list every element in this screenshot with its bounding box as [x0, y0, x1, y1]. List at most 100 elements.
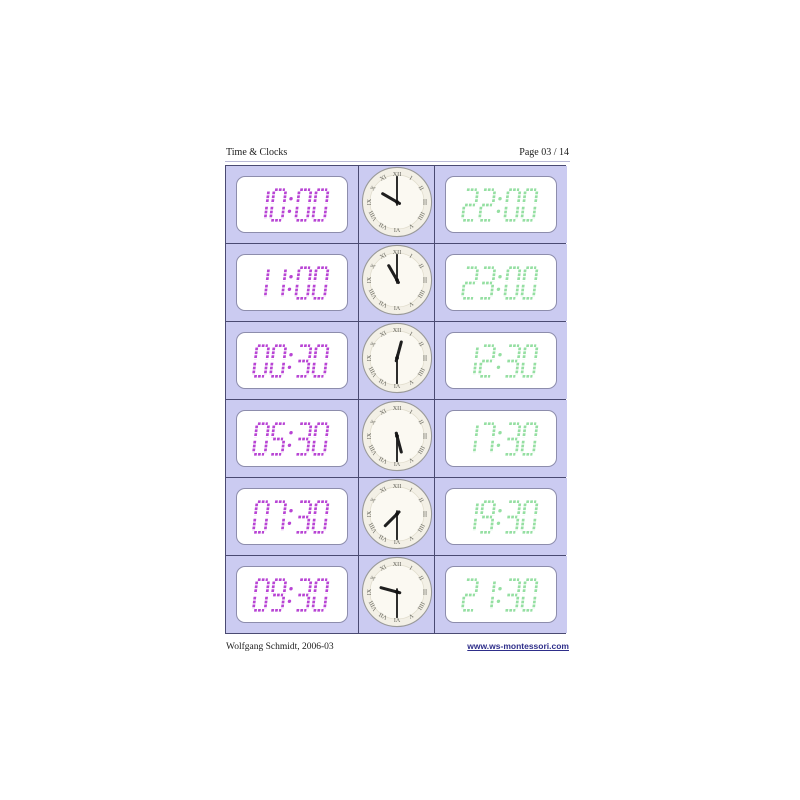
svg-text:IIII: IIII [415, 366, 424, 376]
cell-analog-clock: XII I II III IIII V VI VII VIII IX X XI [359, 244, 434, 321]
cell-analog-clock: XII I II III IIII V VI VII VIII IX X XI [359, 556, 434, 633]
svg-text:XII: XII [392, 484, 400, 490]
svg-text:VI: VI [393, 616, 399, 622]
svg-text:VIII: VIII [368, 209, 378, 221]
svg-text:VII: VII [378, 455, 388, 464]
svg-text:X: X [369, 575, 377, 582]
svg-text:II: II [416, 263, 423, 270]
svg-text:VIII: VIII [368, 521, 378, 533]
svg-text:I: I [408, 332, 413, 338]
svg-text:IX: IX [367, 510, 373, 517]
svg-text:XII: XII [392, 562, 400, 568]
analog-clock-icon: XII I II III IIII V VI VII VIII IX X XI [361, 166, 433, 243]
page-number: Page 03 / 14 [519, 147, 569, 158]
svg-text:III: III [420, 355, 426, 361]
svg-text:II: II [416, 341, 423, 348]
svg-text:VIII: VIII [368, 599, 378, 611]
svg-text:III: III [420, 277, 426, 283]
svg-text:IIII: IIII [415, 288, 424, 298]
page-footer: Wolfgang Schmidt, 2006-03 www.ws-montess… [225, 641, 570, 652]
svg-text:VIII: VIII [368, 365, 378, 377]
clock-grid: XII I II III IIII V VI VII VIII IX X XI XII I II III III… [225, 165, 567, 634]
lcd-display-12h [236, 176, 348, 233]
lcd-display-12h [236, 410, 348, 467]
svg-text:IX: IX [367, 276, 373, 283]
lcd-display-24h [445, 488, 557, 545]
svg-text:IX: IX [367, 198, 373, 205]
lcd-display-12h [236, 332, 348, 389]
cell-digital-24h [435, 244, 567, 321]
svg-text:I: I [408, 566, 413, 572]
svg-text:XII: XII [392, 250, 400, 256]
svg-text:I: I [408, 488, 413, 494]
svg-text:V: V [406, 534, 413, 542]
svg-text:V: V [406, 222, 413, 230]
analog-clock-icon: XII I II III IIII V VI VII VIII IX X XI [361, 400, 433, 477]
cell-digital-24h [435, 556, 567, 633]
svg-text:X: X [369, 497, 377, 504]
svg-text:VII: VII [378, 221, 388, 230]
cell-digital-12h [226, 166, 358, 243]
svg-text:V: V [406, 378, 413, 386]
lcd-display-24h [445, 176, 557, 233]
page-title: Time & Clocks [226, 147, 288, 158]
svg-text:VI: VI [393, 460, 399, 466]
website-link[interactable]: www.ws-montessori.com [467, 641, 569, 651]
svg-text:XI: XI [379, 174, 388, 182]
svg-text:IX: IX [367, 588, 373, 595]
svg-text:IX: IX [367, 432, 373, 439]
cell-digital-12h [226, 244, 358, 321]
svg-text:VII: VII [378, 611, 388, 620]
svg-text:X: X [369, 185, 377, 192]
svg-text:III: III [420, 433, 426, 439]
svg-text:II: II [416, 575, 423, 582]
svg-text:II: II [416, 419, 423, 426]
page-header: Time & Clocks Page 03 / 14 [225, 147, 570, 162]
svg-text:VII: VII [378, 533, 388, 542]
cell-analog-clock: XII I II III IIII V VI VII VIII IX X XI [359, 166, 434, 243]
svg-text:III: III [420, 199, 426, 205]
svg-text:V: V [406, 300, 413, 308]
svg-text:V: V [406, 456, 413, 464]
svg-text:XI: XI [379, 486, 388, 494]
svg-text:VI: VI [393, 538, 399, 544]
svg-text:IIII: IIII [415, 444, 424, 454]
cell-analog-clock: XII I II III IIII V VI VII VIII IX X XI [359, 400, 434, 477]
svg-text:VII: VII [378, 377, 388, 386]
svg-text:IIII: IIII [415, 600, 424, 610]
svg-text:XII: XII [392, 328, 400, 334]
svg-text:IX: IX [367, 354, 373, 361]
svg-text:VIII: VIII [368, 443, 378, 455]
svg-text:X: X [369, 263, 377, 270]
svg-text:I: I [408, 176, 413, 182]
cell-digital-24h [435, 166, 567, 243]
svg-text:IIII: IIII [415, 522, 424, 532]
analog-clock-icon: XII I II III IIII V VI VII VIII IX X XI [361, 556, 433, 633]
svg-text:I: I [408, 410, 413, 416]
worksheet-page: Time & Clocks Page 03 / 14 XII I II III IIII… [225, 147, 570, 652]
analog-clock-icon: XII I II III IIII V VI VII VIII IX X XI [361, 478, 433, 555]
svg-text:XII: XII [392, 172, 400, 178]
svg-text:XI: XI [379, 252, 388, 260]
cell-digital-24h [435, 400, 567, 477]
analog-clock-icon: XII I II III IIII V VI VII VIII IX X XI [361, 244, 433, 321]
svg-text:III: III [420, 511, 426, 517]
svg-text:VI: VI [393, 226, 399, 232]
analog-clock-icon: XII I II III IIII V VI VII VIII IX X XI [361, 322, 433, 399]
lcd-display-24h [445, 254, 557, 311]
svg-text:I: I [408, 254, 413, 260]
svg-text:VI: VI [393, 304, 399, 310]
svg-text:XI: XI [379, 408, 388, 416]
svg-text:II: II [416, 497, 423, 504]
lcd-display-24h [445, 332, 557, 389]
svg-text:VII: VII [378, 299, 388, 308]
svg-text:IIII: IIII [415, 210, 424, 220]
lcd-display-24h [445, 566, 557, 623]
cell-analog-clock: XII I II III IIII V VI VII VIII IX X XI [359, 322, 434, 399]
svg-text:V: V [406, 612, 413, 620]
svg-text:X: X [369, 341, 377, 348]
cell-digital-12h [226, 322, 358, 399]
lcd-display-12h [236, 254, 348, 311]
lcd-display-12h [236, 488, 348, 545]
lcd-display-24h [445, 410, 557, 467]
